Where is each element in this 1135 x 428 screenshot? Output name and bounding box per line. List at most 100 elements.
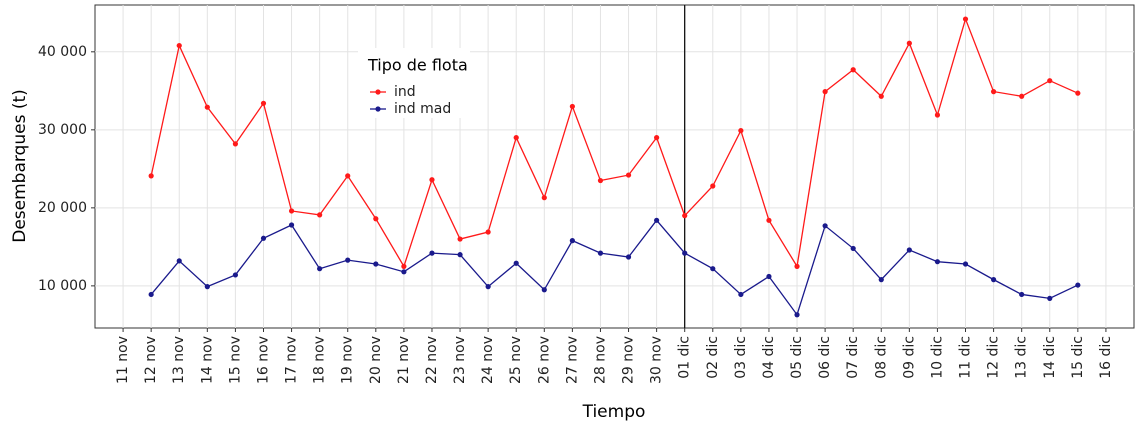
data-point: [906, 247, 912, 253]
series-line: [150, 219, 1079, 317]
x-tick-label: 14 dic: [1042, 336, 1058, 379]
x-tick-label: 13 nov: [171, 336, 187, 384]
x-tick-label: 30 nov: [649, 336, 665, 384]
data-point: [148, 173, 154, 179]
x-tick-label: 07 dic: [845, 336, 861, 379]
data-point: [513, 260, 519, 266]
data-point: [597, 177, 604, 184]
data-point: [485, 284, 491, 290]
data-point: [1019, 93, 1025, 99]
data-point: [317, 212, 323, 218]
data-point: [738, 291, 744, 298]
data-point: [710, 266, 716, 272]
data-point: [373, 216, 379, 222]
x-tick-label: 14 nov: [199, 336, 215, 384]
data-point: [288, 208, 295, 214]
x-tick-label: 15 nov: [227, 336, 243, 384]
x-tick-label: 11 dic: [958, 336, 974, 379]
data-point: [625, 172, 632, 178]
data-point: [457, 236, 463, 242]
y-tick-label: 10 000: [38, 278, 87, 294]
legend-label: ind: [394, 84, 416, 100]
data-point: [1019, 291, 1025, 298]
data-point: [625, 254, 632, 260]
x-tick-label: 12 dic: [986, 336, 1002, 379]
data-point: [204, 104, 210, 110]
data-point: [401, 263, 407, 269]
x-tick-label: 21 nov: [396, 336, 412, 384]
data-point: [878, 277, 884, 283]
data-point: [850, 67, 856, 73]
data-point: [822, 223, 828, 229]
x-tick-label: 13 dic: [1014, 336, 1030, 379]
data-point: [682, 250, 688, 256]
data-point: [934, 112, 941, 118]
x-tick-label: 03 dic: [733, 336, 749, 379]
legend-label: ind mad: [394, 101, 451, 117]
data-point: [597, 250, 604, 256]
x-tick-label: 27 nov: [564, 336, 580, 384]
data-point: [232, 141, 239, 147]
x-axis-title: Tiempo: [582, 402, 646, 422]
x-tick-label: 16 dic: [1098, 336, 1114, 379]
data-point: [850, 245, 856, 252]
x-tick-label: 25 nov: [508, 336, 524, 384]
data-point: [962, 261, 969, 267]
data-point: [288, 222, 295, 228]
data-point: [429, 177, 435, 183]
x-tick-label: 10 dic: [929, 336, 945, 379]
data-point: [401, 269, 407, 275]
x-tick-label: 18 nov: [312, 336, 328, 384]
data-point: [176, 258, 182, 264]
x-tick-label: 12 nov: [143, 336, 159, 384]
data-point: [260, 100, 267, 106]
data-point: [541, 195, 547, 201]
data-point: [1075, 282, 1081, 288]
data-point: [990, 277, 997, 283]
data-point: [934, 259, 941, 265]
y-tick-label: 40 000: [38, 44, 87, 60]
legend-marker: [375, 106, 381, 112]
data-point: [569, 238, 575, 244]
data-point: [513, 135, 519, 141]
x-tick-label: 02 dic: [705, 336, 721, 379]
legend-title: Tipo de flota: [367, 56, 468, 75]
y-axis-title: Desembarques (t): [10, 89, 30, 243]
grid: [95, 5, 1134, 328]
data-point: [738, 128, 744, 134]
y-tick-label: 20 000: [38, 200, 87, 216]
data-point: [766, 273, 772, 280]
data-point: [990, 89, 997, 95]
data-point: [878, 93, 884, 99]
x-tick-label: 17 nov: [284, 336, 300, 384]
x-tick-label: 11 nov: [115, 336, 131, 384]
marks: [148, 5, 1081, 328]
x-tick-label: 19 nov: [340, 336, 356, 384]
x-tick-label: 16 nov: [255, 336, 271, 384]
data-point: [822, 89, 828, 95]
data-point: [429, 250, 435, 256]
data-point: [794, 263, 800, 269]
data-point: [204, 284, 210, 290]
data-point: [962, 16, 969, 22]
data-point: [345, 173, 351, 179]
plot-panel: [94, 4, 1135, 329]
x-tick-label: 15 dic: [1070, 336, 1086, 379]
data-point: [317, 266, 323, 272]
data-point: [569, 103, 575, 110]
data-point: [1075, 90, 1081, 96]
series-line: [150, 17, 1079, 269]
x-tick-label: 05 dic: [789, 336, 805, 379]
legend-box: [358, 48, 470, 118]
x-tick-label: 01 dic: [677, 336, 693, 379]
data-point: [682, 213, 688, 219]
data-point: [176, 42, 182, 49]
data-point: [1047, 78, 1053, 84]
x-tick-label: 08 dic: [873, 336, 889, 379]
y-tick-label: 30 000: [38, 122, 87, 138]
x-tick-label: 28 nov: [592, 336, 608, 384]
data-point: [457, 252, 463, 258]
data-point: [148, 291, 154, 298]
